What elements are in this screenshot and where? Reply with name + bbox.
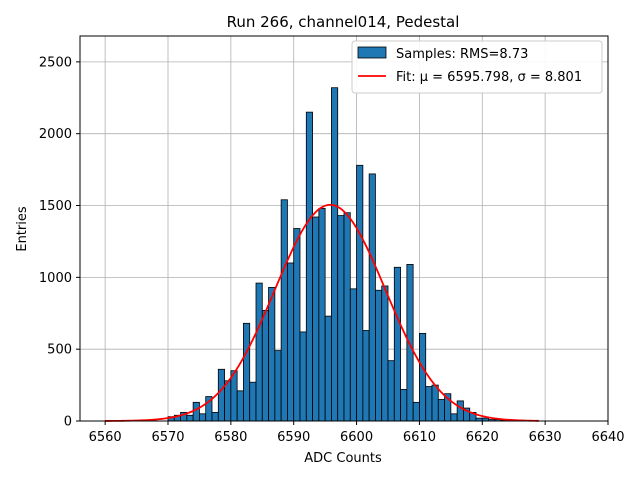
histogram-bar [299,331,307,422]
histogram-bar [217,368,225,422]
x-tick-label: 6630 [529,430,562,445]
histogram-bar [456,400,464,422]
legend-box [351,40,603,94]
histogram-bar [324,315,332,422]
chart-title: Run 266, channel014, Pedestal [227,13,460,31]
histogram-bar [280,199,288,422]
histogram-bar [312,216,320,422]
histogram-bar [362,330,370,422]
histogram-bar [199,413,207,422]
histogram-bar [356,164,364,422]
histogram-bar [349,288,357,422]
x-tick-label: 6600 [340,430,373,445]
histogram-bar [230,370,238,422]
histogram-bar [224,380,232,422]
histogram-bar [261,309,269,422]
x-tick-label: 6590 [277,430,310,445]
histogram-bar [236,390,244,422]
legend-samples-label: Samples: RMS=8.73 [396,47,528,62]
legend-fit-label: Fit: μ = 6595.798, σ = 8.801 [396,70,582,85]
y-tick-label: 2000 [39,127,72,142]
histogram-bar [368,173,376,422]
histogram-bar [337,215,345,422]
histogram-bar [393,266,401,422]
x-tick-label: 6640 [591,430,624,445]
y-tick-label: 1000 [39,271,72,286]
plot-frame [79,35,609,422]
histogram-bar [375,289,383,422]
x-tick-label: 6560 [89,430,122,445]
x-tick-label: 6620 [466,430,499,445]
histogram-bar [305,111,313,422]
histogram-bar [431,384,439,422]
y-axis-ticks: 0 500 1000 1500 2000 2500 [39,55,80,430]
x-tick-label: 6580 [214,430,247,445]
histogram-bar [268,286,276,422]
y-tick-label: 0 [64,415,72,430]
histogram-bar [387,360,395,422]
histogram-bar [211,411,219,422]
histogram-bar [450,413,458,422]
legend-samples-swatch [357,46,387,59]
y-tick-label: 2500 [39,55,72,70]
fit-curve [105,203,539,422]
histogram-bar [274,350,282,422]
histogram-bar [287,262,295,422]
histogram-bar [419,332,427,422]
histogram-bar [249,381,257,422]
histogram-bar [293,228,301,422]
histogram-bar [255,282,263,422]
x-tick-label: 6610 [403,430,436,445]
histogram-bar [331,87,339,422]
histogram-bar [186,414,194,422]
x-axis-label: ADC Counts [304,451,382,466]
legend: Samples: RMS=8.73 Fit: μ = 6595.798, σ =… [351,40,603,94]
histogram-bar [318,207,326,422]
y-tick-label: 1500 [39,199,72,214]
y-tick-label: 500 [47,343,72,358]
x-axis-ticks: 6560 6570 6580 6590 6600 6610 6620 6630 6640 [89,421,625,445]
y-axis-label: Entries [15,206,30,252]
histogram-bar [437,399,445,422]
histogram-bar [381,285,389,422]
histogram-bar [412,401,420,422]
histogram-bar [192,401,200,422]
histogram-bar [400,388,408,422]
histogram-bar [425,386,433,422]
histogram-bar [243,322,251,422]
fit-curve-group [105,203,539,422]
x-tick-label: 6570 [151,430,184,445]
histogram-bar [343,212,351,422]
